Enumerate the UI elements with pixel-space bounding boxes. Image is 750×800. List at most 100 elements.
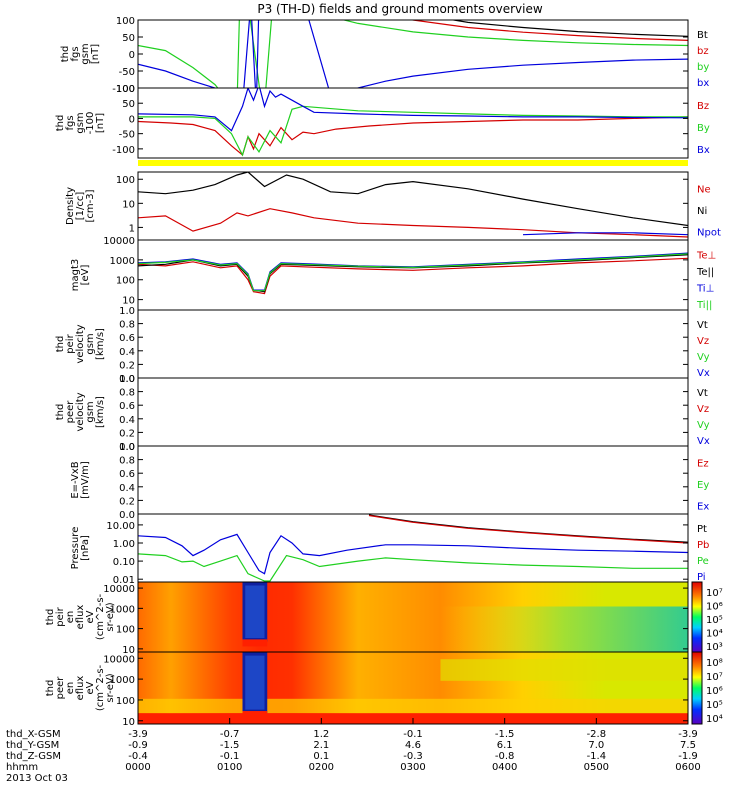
- colorbar: [691, 581, 703, 653]
- legend-label: Pt: [697, 524, 707, 535]
- series-pi: [138, 533, 688, 575]
- legend-label: Vy: [697, 352, 710, 363]
- panel-frame: [137, 377, 689, 447]
- y-tick-label: 1.00: [113, 539, 135, 550]
- dropout-core: [245, 655, 265, 710]
- x-row-value: -0.9: [128, 740, 148, 751]
- series-bx: [138, 20, 688, 88]
- y-tick-label: 0.0: [119, 510, 135, 521]
- y-label-line: Pressure: [70, 527, 81, 570]
- y-tick-label: 0.0: [119, 374, 135, 385]
- y-tick-label: 50: [122, 99, 135, 110]
- x-row-value: 0600: [675, 762, 700, 773]
- panel-pressure: Pt Pb Pe Pi 10.00 1.00 0.10 0.01 Pressure [nPa]: [70, 513, 709, 586]
- y-tick-label: 100: [116, 625, 135, 636]
- y-tick-label: -50: [119, 130, 135, 141]
- colorbar-tick-label: 10⁷: [706, 588, 723, 599]
- y-tick-label: 10000: [103, 654, 135, 665]
- y-label-line: [km/s]: [95, 396, 106, 428]
- panel-density: Ne Ni Npot 100 10 1 Density [1/cc] [cm-3]: [65, 171, 721, 241]
- legend-label: Bx: [697, 145, 710, 156]
- colorbar-tick-label: 10⁵: [706, 700, 723, 711]
- y-axis-label: Pressure [nPa]: [70, 527, 91, 570]
- y-tick-label: 10: [122, 645, 135, 656]
- legend-label: Ez: [697, 459, 709, 470]
- series-bz: [410, 20, 688, 41]
- y-label-line: [nPa]: [80, 535, 91, 561]
- y-label-line: [1/cc]: [75, 192, 86, 221]
- y-tick-label: 0: [129, 50, 135, 61]
- y-label-line: en: [65, 682, 76, 695]
- series-pe: [138, 553, 688, 582]
- legend-label: Npot: [697, 227, 721, 238]
- y-tick-label: -100: [112, 84, 135, 95]
- legend-label: Ti||: [696, 300, 712, 311]
- x-row-value: -0.3: [403, 751, 423, 762]
- y-label-line: eflux: [75, 676, 86, 701]
- y-label-line: [cm-3]: [85, 189, 96, 222]
- colorbar: [691, 651, 703, 725]
- y-tick-label: 10000: [103, 236, 135, 247]
- series-by: [138, 105, 688, 157]
- y-tick-label: 0.4: [119, 415, 135, 426]
- y-tick-label: 10: [122, 199, 135, 210]
- y-label-line: magt3: [70, 259, 81, 292]
- y-label-line: peer: [55, 676, 66, 700]
- y-label-line: [mV/m]: [80, 461, 91, 499]
- y-tick-label: 100: [116, 276, 135, 287]
- y-label-line: fgs: [70, 46, 81, 61]
- y-tick-label: 100: [116, 175, 135, 186]
- y-tick-label: 100: [116, 696, 135, 707]
- y-label-line: peir: [55, 606, 66, 626]
- y-label-line: peer: [65, 400, 76, 424]
- colorbar-tick-label: 10⁸: [706, 658, 723, 669]
- y-label-line: velocity: [75, 324, 86, 363]
- y-axis-label: thd peir velocity gsm [km/s]: [55, 324, 106, 363]
- y-label-line: gsm: [75, 112, 86, 133]
- y-label-line: eflux: [75, 605, 86, 630]
- colorbar-tick-label: 10⁴: [706, 714, 723, 725]
- legend-label: Vt: [697, 388, 708, 399]
- y-label-line: Density: [65, 187, 76, 225]
- panel-temperature: Te⊥ Te|| Ti⊥ Ti|| 10000 1000 100 10 magt3 [eV]: [70, 236, 716, 311]
- colorbar-tick-label: 10⁶: [706, 686, 723, 697]
- legend-label: Vz: [697, 404, 709, 415]
- y-tick-label: 0.4: [119, 483, 135, 494]
- y-tick-label: 1000: [110, 604, 135, 615]
- legend-label: Vx: [697, 436, 710, 447]
- colorbar-tick-label: 10⁶: [706, 602, 723, 613]
- y-tick-label: 100: [116, 16, 135, 27]
- legend-label: Bz: [697, 101, 709, 112]
- plot-title: P3 (TH-D) fields and ground moments over…: [257, 2, 542, 16]
- series-bt: [450, 20, 688, 37]
- y-label-line: thd: [45, 680, 56, 697]
- panel-frame: [137, 239, 689, 311]
- y-label-line: thd: [55, 115, 66, 132]
- y-label-line: peir: [65, 333, 76, 353]
- panel-frame: [137, 309, 689, 379]
- y-label-line: -100: [85, 112, 96, 135]
- legend-label: Vz: [697, 336, 709, 347]
- y-label-line: eV: [85, 681, 96, 694]
- x-row-value: 0100: [217, 762, 242, 773]
- panel-frame: [137, 513, 689, 583]
- legend-label: Vx: [697, 368, 710, 379]
- legend-label: Vt: [697, 320, 708, 331]
- legend-label: bx: [697, 78, 709, 89]
- y-tick-label: 1000: [110, 675, 135, 686]
- legend-label: by: [697, 62, 709, 73]
- x-row-value: 0400: [492, 762, 517, 773]
- x-row-label: hhmm: [6, 762, 38, 773]
- y-label-line: velocity: [75, 392, 86, 431]
- y-tick-label: 1.0: [119, 374, 135, 385]
- y-axis-label: E=-VxB [mV/m]: [70, 461, 91, 499]
- x-row-value: 0200: [309, 762, 334, 773]
- y-label-line: [eV]: [80, 265, 91, 286]
- x-row-value: 7.5: [680, 740, 696, 751]
- y-label-line: gsm: [80, 43, 91, 64]
- y-tick-label: 1000: [110, 256, 135, 267]
- panel-peir-velocity: Vt Vz Vy Vx 1.0 0.8 0.6 0.4 0.2 0.0 thd peir velocit…: [55, 306, 710, 385]
- series-pb: [368, 514, 688, 544]
